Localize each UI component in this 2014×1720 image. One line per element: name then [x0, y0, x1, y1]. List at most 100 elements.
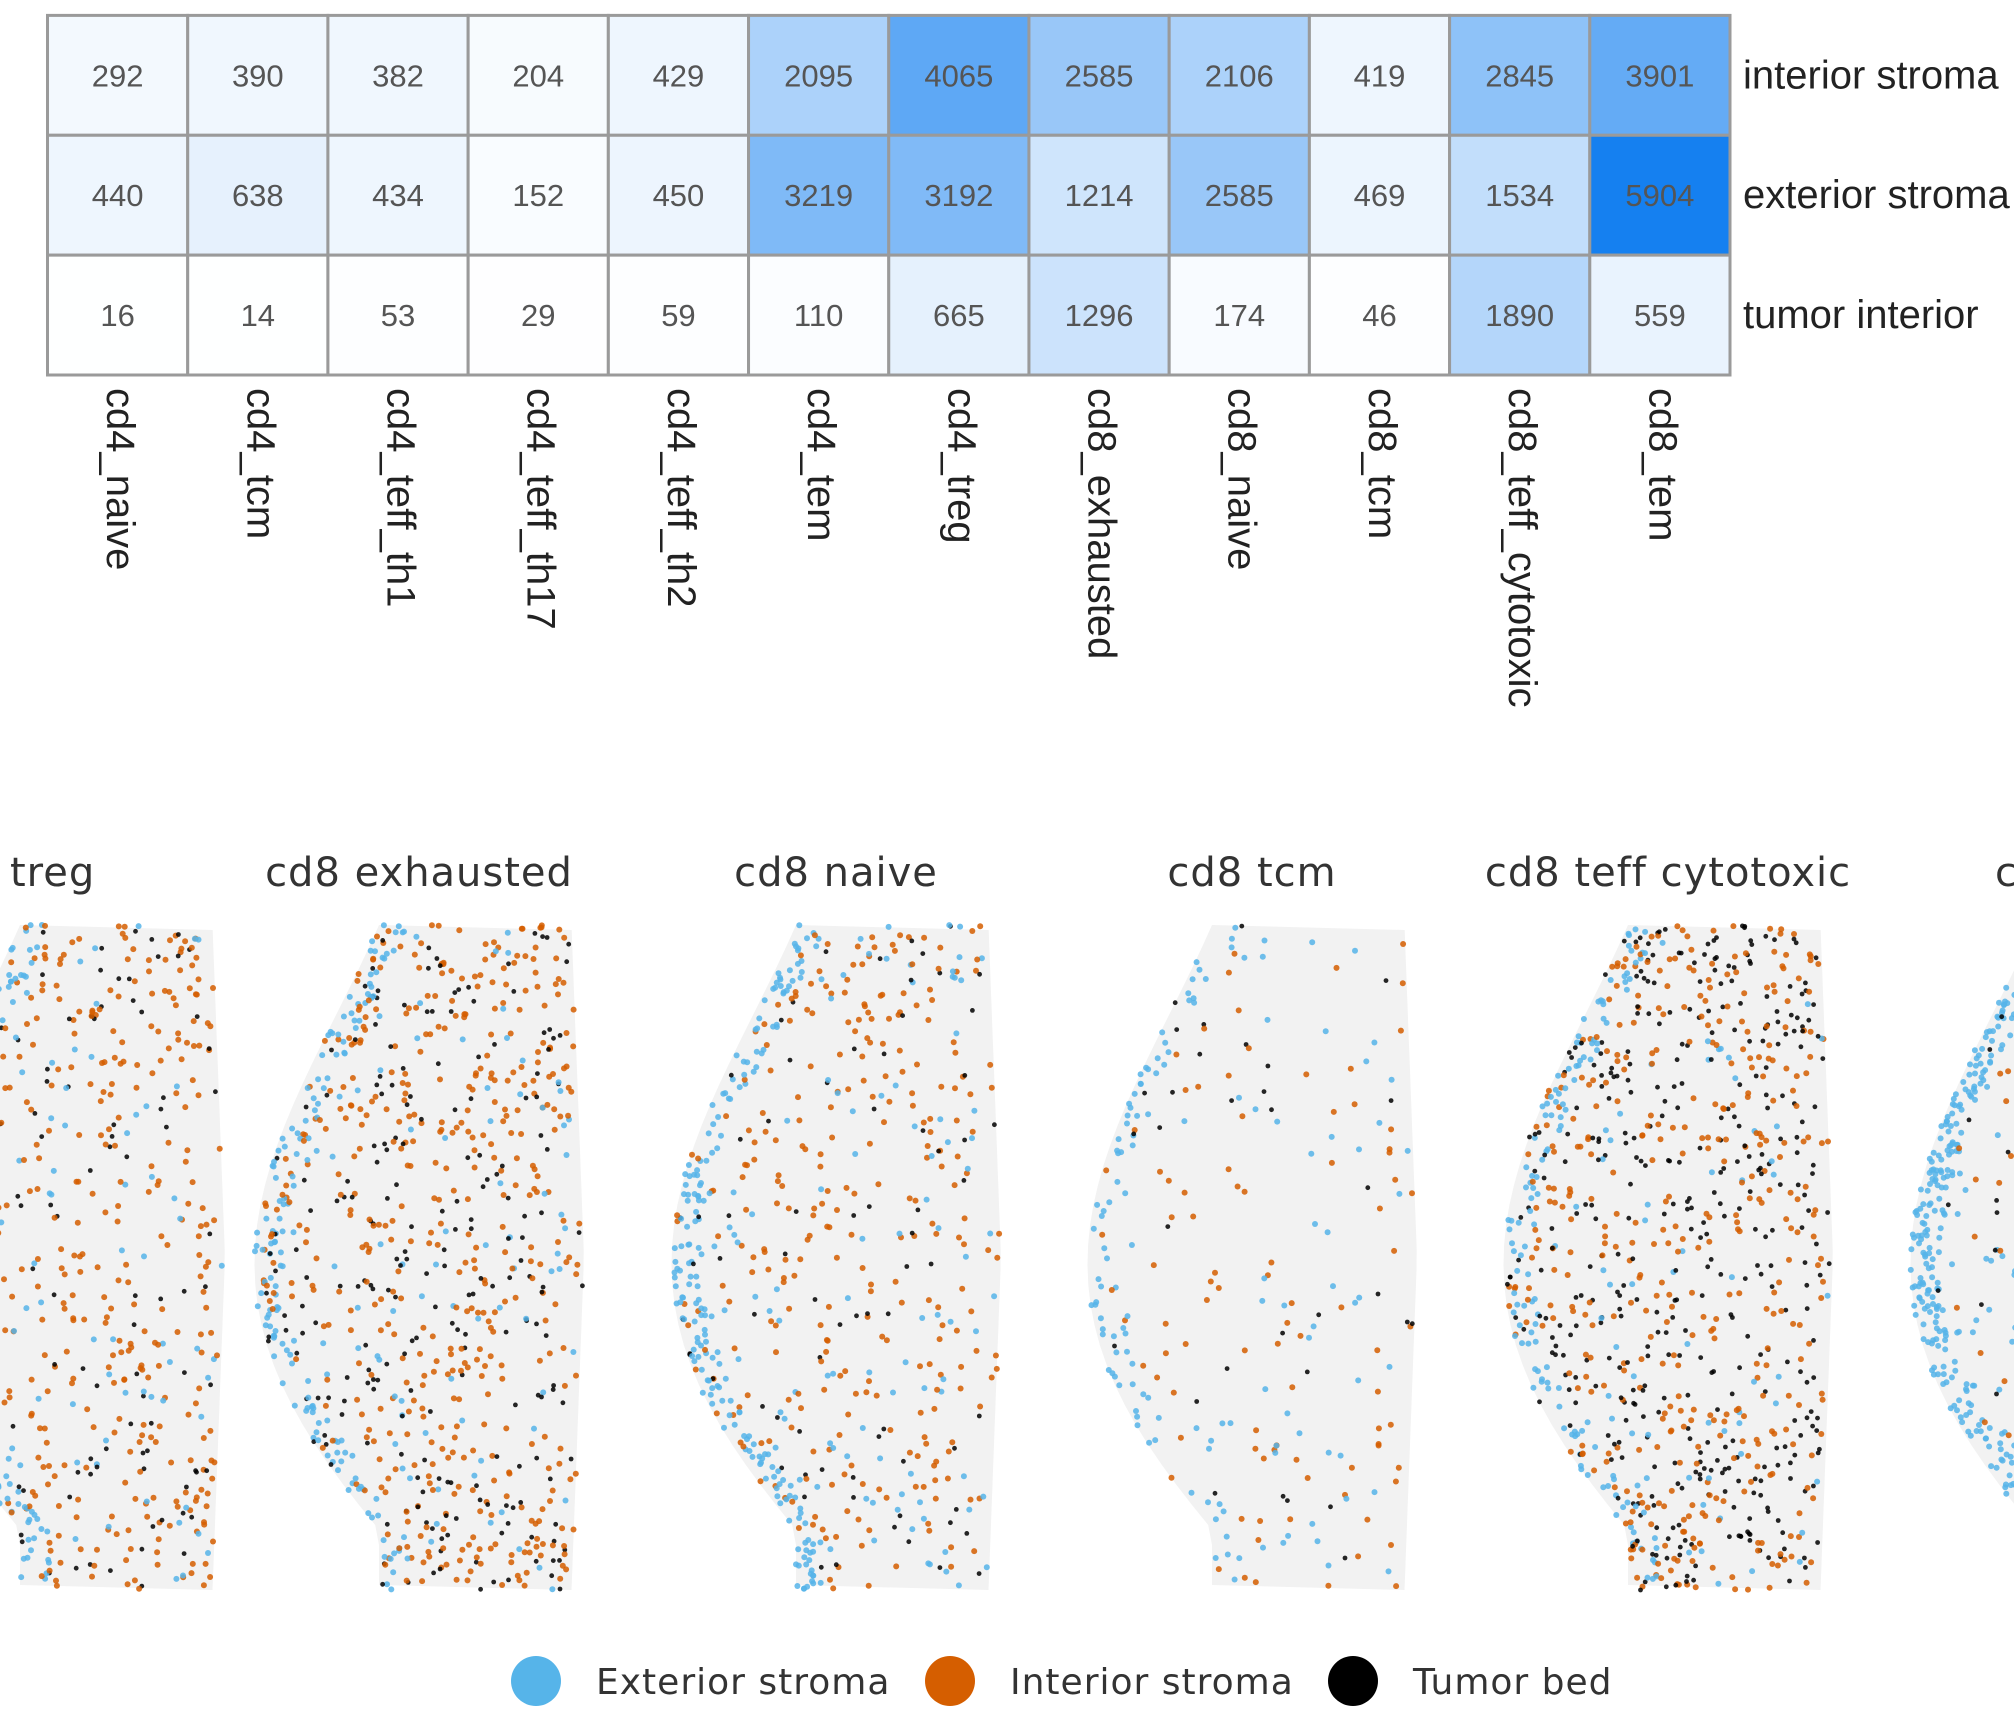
scatter-dot: [524, 1096, 529, 1101]
scatter-dot: [385, 1321, 391, 1327]
scatter-dot: [495, 1454, 500, 1459]
scatter-dot: [527, 1192, 533, 1198]
scatter-dot: [1309, 1521, 1315, 1527]
scatter-dot: [375, 1513, 381, 1519]
scatter-dot: [1797, 1510, 1803, 1516]
scatter-dot: [1596, 1139, 1601, 1144]
scatter-dot: [855, 944, 861, 950]
scatter-dot: [1723, 1489, 1728, 1494]
scatter-dot: [1680, 1486, 1685, 1491]
scatter-dot: [1732, 1075, 1738, 1081]
scatter-dot: [776, 1318, 782, 1324]
scatter-dot: [111, 1122, 116, 1127]
scatter-dot: [401, 929, 407, 935]
scatter-dot: [203, 1305, 209, 1311]
scatter-dot: [1535, 1191, 1541, 1197]
scatter-dot: [58, 1246, 64, 1252]
scatter-dot: [1811, 1375, 1816, 1380]
scatter-dot: [459, 976, 465, 982]
scatter-dot: [1827, 1261, 1832, 1266]
scatter-dot: [1226, 970, 1232, 976]
scatter-dot: [1693, 1470, 1698, 1475]
scatter-dot: [1650, 1494, 1655, 1499]
scatter-dot: [1550, 1335, 1555, 1340]
scatter-dot: [1315, 1538, 1321, 1544]
cell-label: 14: [241, 298, 275, 333]
scatter-dot: [1803, 1565, 1808, 1570]
scatter-dot: [419, 1406, 425, 1412]
scatter-dot: [1120, 1325, 1126, 1331]
scatter-dot: [818, 1186, 824, 1192]
scatter-dot: [11, 1328, 17, 1334]
scatter-dot: [376, 988, 381, 993]
scatter-dot: [674, 1212, 680, 1218]
scatter-dot: [538, 1553, 544, 1559]
scatter-dot: [198, 1331, 204, 1337]
scatter-dot: [1630, 1509, 1636, 1515]
scatter-dot: [1624, 970, 1630, 976]
scatter-dot: [1787, 1579, 1792, 1584]
scatter-dot: [1926, 1287, 1932, 1293]
scatter-dot: [1958, 1130, 1964, 1136]
scatter-dot: [443, 1228, 449, 1234]
scatter-dot: [1203, 976, 1209, 982]
scatter-dot: [494, 1172, 499, 1177]
scatter-dot: [1662, 1410, 1668, 1416]
scatter-dot: [1764, 1306, 1770, 1312]
scatter-dot: [1554, 1344, 1559, 1349]
scatter-dot: [529, 1441, 535, 1447]
scatter-dot: [321, 1085, 327, 1091]
scatter-dot: [378, 1406, 384, 1412]
scatter-dot: [436, 1061, 441, 1066]
scatter-dot: [1664, 1319, 1670, 1325]
scatter-dot: [1931, 1150, 1937, 1156]
scatter-dot: [1921, 1221, 1927, 1227]
scatter-dot: [1681, 1529, 1687, 1535]
scatter-dot: [38, 1526, 44, 1532]
scatter-dot: [773, 1137, 779, 1143]
scatter-dot: [1553, 1352, 1558, 1357]
scatter-dot: [1912, 1283, 1918, 1289]
scatter-dot: [529, 1275, 535, 1281]
scatter-dot: [567, 1476, 573, 1482]
scatter-dot: [369, 1515, 375, 1521]
scatter-dot: [786, 1397, 792, 1403]
scatter-dot: [75, 1497, 81, 1503]
scatter-dot: [365, 1381, 370, 1386]
scatter-dot: [1690, 1536, 1696, 1542]
scatter-dot: [1384, 978, 1389, 983]
scatter-dot: [927, 1361, 933, 1367]
scatter-dot: [1130, 1381, 1136, 1387]
scatter-dot: [315, 1101, 321, 1107]
scatter-dot: [439, 1119, 445, 1125]
scatter-dot: [1788, 1476, 1793, 1481]
scatter-dot: [417, 1351, 423, 1357]
scatter-dot: [1995, 1132, 2001, 1138]
scatter-dot: [62, 1123, 68, 1129]
scatter-dot: [1611, 1476, 1617, 1482]
scatter-dot: [1767, 1187, 1773, 1193]
scatter-dot: [369, 938, 375, 944]
scatter-dot: [1239, 1113, 1245, 1119]
scatter-dot: [390, 1569, 396, 1575]
scatter-dot: [175, 1504, 181, 1510]
scatter-dot: [813, 1297, 818, 1302]
scatter-dot: [1815, 1262, 1821, 1268]
scatter-dot: [195, 1014, 200, 1019]
scatter-dot: [180, 1573, 186, 1579]
scatter-dot: [482, 1363, 488, 1369]
scatter-dot: [758, 1440, 764, 1446]
scatter-dot: [484, 1053, 490, 1059]
scatter-dot: [1997, 1071, 2003, 1077]
scatter-dot: [1770, 1098, 1776, 1104]
scatter-dot: [1966, 1072, 1972, 1078]
scatter-dot: [335, 1032, 341, 1038]
scatter-dot: [34, 944, 40, 950]
scatter-dot: [1169, 1475, 1175, 1481]
scatter-dot: [906, 1539, 911, 1544]
scatter-dot: [1544, 1364, 1550, 1370]
scatter-dot: [751, 1157, 757, 1163]
scatter-dot: [1736, 1479, 1741, 1484]
scatter-dot: [1154, 1375, 1160, 1381]
scatter-dot: [182, 1104, 188, 1110]
